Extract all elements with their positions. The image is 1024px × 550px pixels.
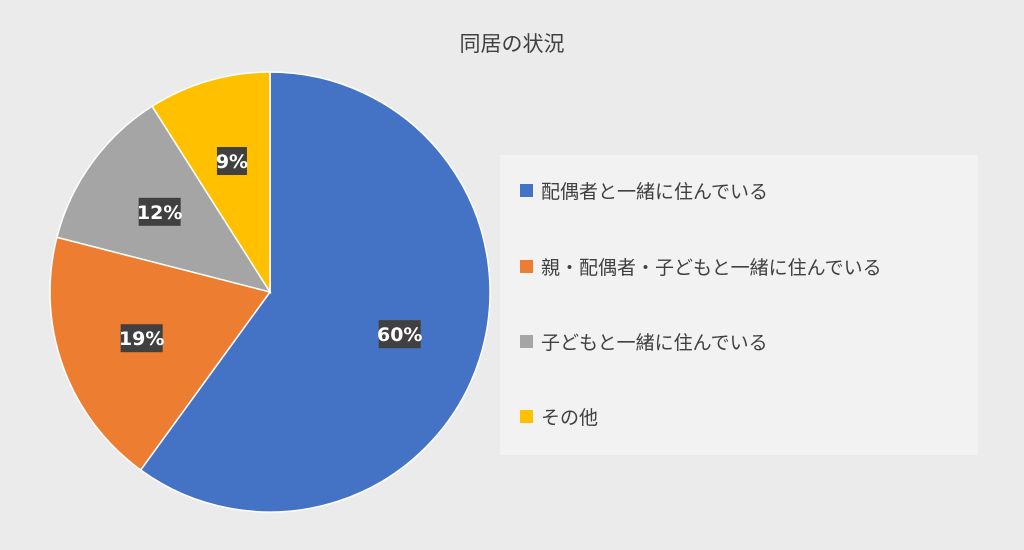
pie-slice-other <box>151 71 271 295</box>
legend-label-spouse: 配偶者と一緒に住んでいる <box>541 180 769 203</box>
data-label-children-text: 12% <box>137 202 182 224</box>
data-label-other: 9% <box>216 147 248 176</box>
legend-label-children: 子どもと一緒に住んでいる <box>541 331 768 354</box>
data-label-other-box <box>216 147 247 176</box>
legend-label-parents-spouse-children: 親・配偶者・子どもと一緒に住んでいる <box>541 256 882 279</box>
legend-swatch-parents-spouse-children <box>520 259 533 273</box>
data-label-children: 12% <box>137 197 182 226</box>
legend-swatch-spouse <box>520 183 533 197</box>
legend-item-spouse: 配偶者と一緒に住んでいる <box>520 175 768 205</box>
legend-label-other: その他 <box>541 406 599 429</box>
data-label-spouse-box <box>378 320 421 349</box>
data-label-parents-spouse-children: 19% <box>119 324 164 353</box>
data-label-children-box <box>138 197 181 226</box>
legend-swatch-other <box>520 409 533 423</box>
legend-swatch-children <box>520 334 533 348</box>
legend: 配偶者と一緒に住んでいる 親・配偶者・子どもと一緒に住んでいる 子どもと一緒に住… <box>500 155 978 455</box>
data-label-parents-spouse-children-text: 19% <box>119 328 164 350</box>
pie-slice-spouse <box>139 71 491 513</box>
data-label-parents-spouse-children-box <box>120 324 163 353</box>
data-label-spouse: 60% <box>377 320 422 349</box>
legend-item-parents-spouse-children: 親・配偶者・子どもと一緒に住んでいる <box>520 251 882 281</box>
chart-title: 同居の状況 <box>459 32 565 56</box>
data-label-spouse-text: 60% <box>377 324 422 346</box>
data-label-other-text: 9% <box>216 151 248 173</box>
legend-item-children: 子どもと一緒に住んでいる <box>520 326 768 356</box>
legend-item-other: その他 <box>520 401 598 431</box>
pie-slice-parents-spouse-children <box>49 236 272 472</box>
